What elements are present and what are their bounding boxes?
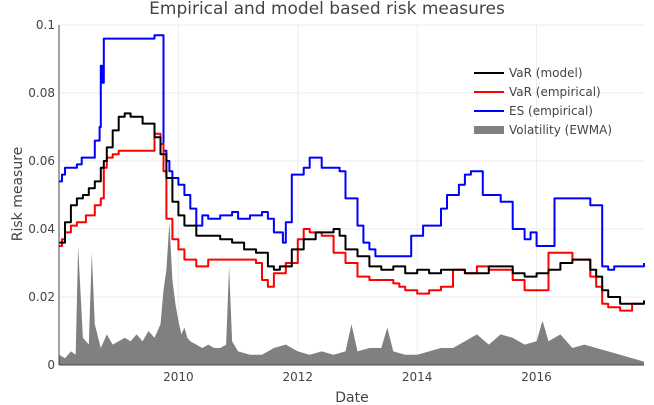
y-tick-label: 0.06 [28,154,55,168]
x-tick-label: 2014 [402,370,433,384]
legend-label-var-model[interactable]: VaR (model) [509,66,583,80]
series-line-var-model[interactable] [59,112,645,305]
legend-swatch-volatility-ewma [474,126,504,134]
legend-label-es-empirical[interactable]: ES (empirical) [509,104,593,118]
x-tick-label: 2016 [521,370,552,384]
y-tick-label: 0.02 [28,290,55,304]
x-tick-label: 2010 [163,370,194,384]
y-tick-label: 0 [47,358,55,372]
series-layer [59,34,645,365]
y-tick-label: 0.08 [28,86,55,100]
axis-layer: 0 0.02 0.04 0.06 0.08 0.1 2010 2012 2014 2016 [28,18,644,384]
series-line-es-empirical[interactable] [59,34,645,271]
legend-label-volatility-ewma[interactable]: Volatility (EWMA) [509,123,612,137]
grid-layer [59,24,644,366]
legend[interactable]: VaR (model) VaR (empirical) ES (empirical)… [474,66,612,137]
chart-title: Empirical and model based risk measures [149,0,505,19]
legend-label-var-empirical[interactable]: VaR (empirical) [509,85,601,99]
y-tick-label: 0.1 [36,18,55,32]
y-axis-title: Risk measure [10,147,26,242]
series-line-var-empirical[interactable] [59,132,644,312]
x-axis-title: Date [335,390,368,405]
y-tick-label: 0.04 [28,222,55,236]
x-tick-label: 2012 [283,370,314,384]
series-area-volatility-ewma[interactable] [59,222,644,365]
